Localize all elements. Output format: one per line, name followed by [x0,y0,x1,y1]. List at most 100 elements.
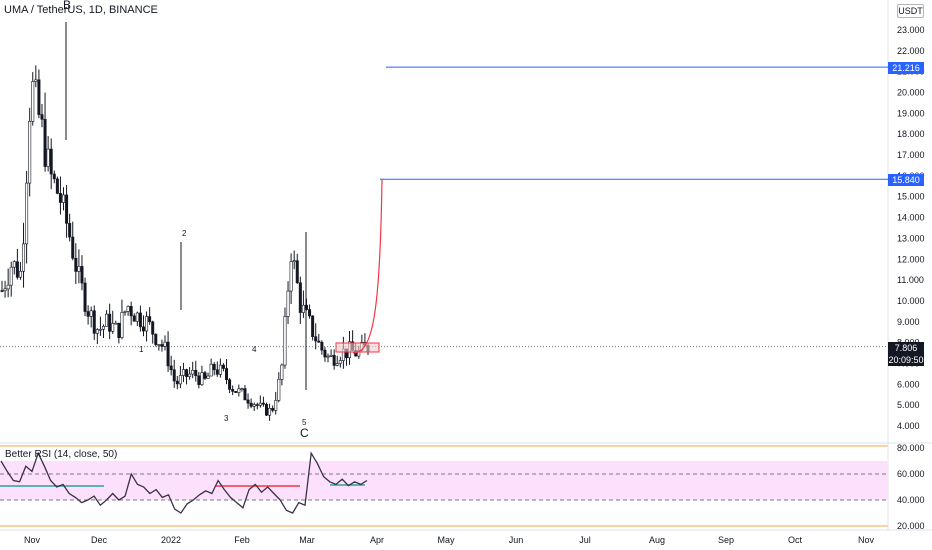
price-tick-label: 20.000 [897,88,925,98]
candle-body [212,363,216,371]
candle-body [111,323,115,332]
countdown-tag: 20:09:50 [888,354,924,366]
candle-body [18,270,22,278]
candle-body [172,369,176,382]
price-tick-label: 11.000 [897,275,924,285]
wave-label-2: 2 [182,229,187,238]
candle-body [3,288,7,292]
candle-body [89,310,93,317]
price-tick-label: 13.000 [897,233,925,243]
candle-body [22,243,26,272]
candle-body [12,261,16,268]
time-tick-label: Apr [370,535,384,545]
candle-body [317,340,321,343]
price-tick-label: 4.000 [897,421,920,431]
candle-body [268,408,272,416]
candle-body [68,223,72,238]
candle-body [203,372,207,379]
candle-body [169,365,173,371]
candle-body [6,284,10,290]
candle-body [323,349,327,358]
candle-body [46,148,50,167]
candle-body [335,363,339,366]
candle-body [148,316,152,323]
candle-body [160,344,164,347]
candle-body [135,312,139,322]
candle-body [120,312,124,338]
candle-body [28,121,32,184]
wave-label-3: 3 [224,414,229,423]
candle-body [234,391,238,393]
candle-body [292,260,296,263]
wave-label-1: 1 [139,345,144,354]
candle-body [117,322,121,338]
candle-body [200,372,204,385]
candle-body [246,399,250,404]
projection-curve[interactable] [352,179,383,354]
candle-body [34,79,38,82]
candle-body [52,173,56,180]
candle-body [295,260,299,284]
candle-body [178,375,182,385]
candle-body [123,311,127,313]
candle-body [289,261,293,292]
candle-body [271,408,275,411]
rsi-tick-label: 60.000 [897,469,925,479]
candle-body [221,364,225,369]
candle-body [37,79,41,115]
candle-body [74,257,78,272]
candle-body [101,326,105,330]
candle-body [129,306,133,317]
candle-body [301,304,305,313]
candle-body [25,182,29,245]
candle-body [65,194,69,224]
candle-body [265,403,269,416]
price-tick-label: 14.000 [897,213,925,223]
rsi-tick-label: 80.000 [897,443,925,453]
candle-body [58,193,62,203]
price-tick-label: 9.000 [897,317,920,327]
candle-body [228,379,232,390]
price-tag-21-216: 21.216 [888,62,924,74]
time-tick-label: Nov [24,535,41,545]
rsi-tick-label: 40.000 [897,495,925,505]
candles [0,22,370,421]
candle-body [9,266,13,286]
price-tick-label: 5.000 [897,400,920,410]
candle-body [95,329,99,334]
price-tick-label: 23.000 [897,25,925,35]
candle-body [320,341,324,351]
time-tick-label: Aug [649,535,665,545]
candle-body [231,389,235,392]
candle-body [86,311,90,317]
currency-button[interactable]: USDT [897,4,924,18]
candle-body [83,282,87,312]
rsi-title[interactable]: Better RSI (14, close, 50) [5,449,118,460]
rsi-tick-label: 20.000 [897,521,925,531]
candle-body [215,369,219,375]
wave-label-c: C [300,426,309,440]
time-tick-label: Jul [579,535,591,545]
candle-body [108,313,112,332]
candle-body [138,312,142,328]
candle-body [92,310,96,334]
candle-body [314,336,318,342]
time-tick-label: Sep [718,535,734,545]
candle-body [43,119,47,167]
candle-body [71,236,75,259]
candle-body [154,333,158,345]
time-tick-label: Oct [788,535,803,545]
candle-body [151,321,155,335]
candle-body [157,344,161,346]
candle-body [286,290,290,317]
candle-body [175,380,179,385]
candle-body [194,369,198,377]
candle-body [280,364,284,380]
candle-body [338,360,342,364]
consolidation-box[interactable] [335,342,380,353]
price-tag-15-840: 15.840 [888,174,924,186]
candle-body [77,266,81,272]
candle-body [255,404,259,406]
candle-body [209,363,213,377]
symbol-title[interactable]: UMA / TetherUS, 1D, BINANCE [4,4,158,16]
